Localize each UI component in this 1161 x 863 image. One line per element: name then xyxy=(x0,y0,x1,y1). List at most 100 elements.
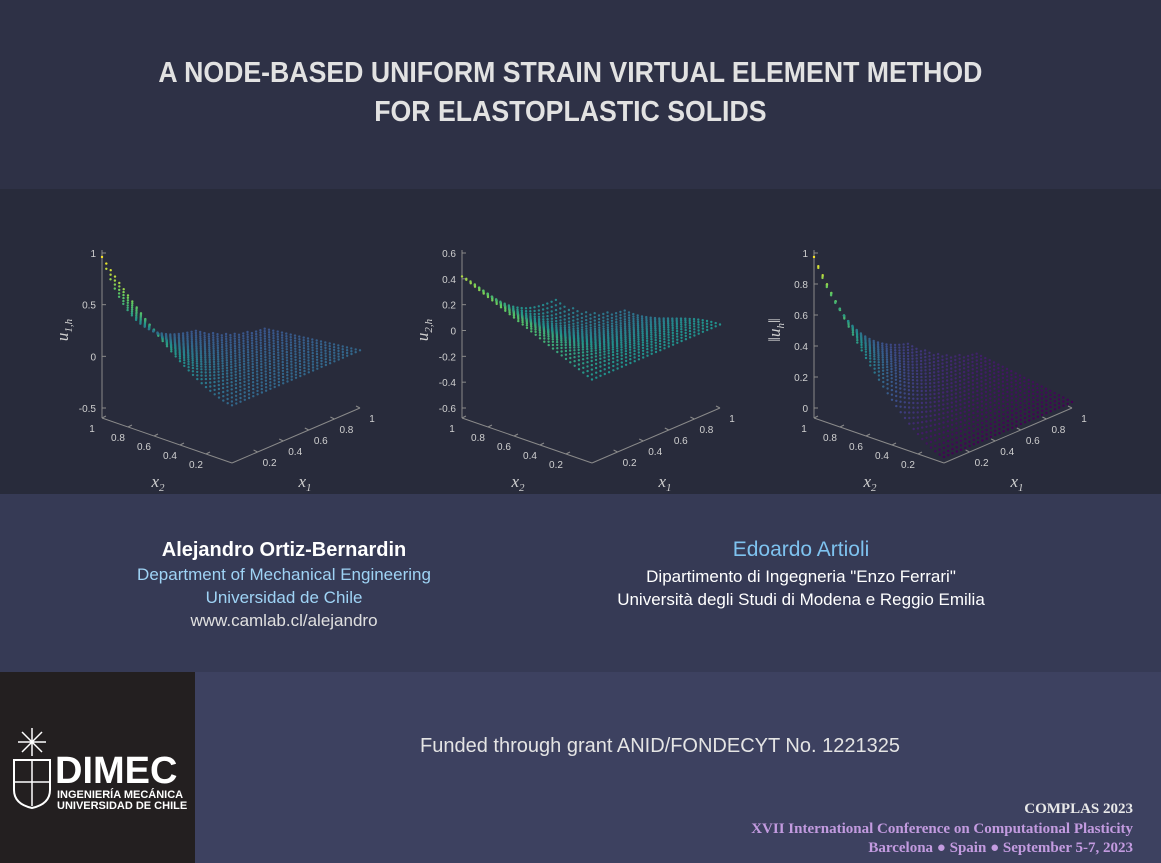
surface-point xyxy=(989,422,992,426)
surface-point xyxy=(946,415,949,418)
surface-point xyxy=(576,324,579,327)
surface-point xyxy=(286,368,289,371)
surface-point xyxy=(264,358,267,362)
tick-mark xyxy=(278,438,284,442)
surface-point xyxy=(289,343,293,347)
surface-point xyxy=(877,348,880,351)
surface-point xyxy=(276,335,279,338)
surface-point xyxy=(559,322,562,325)
plot: 10.50-0.50.20.40.60.8110.80.60.40.2u1,hx… xyxy=(53,249,375,494)
surface-point xyxy=(629,354,632,357)
surface-point xyxy=(213,371,216,374)
surface-point xyxy=(213,393,216,396)
surface-point xyxy=(298,357,302,360)
surface-point xyxy=(864,348,867,351)
surface-point xyxy=(247,372,250,376)
surface-point xyxy=(1036,403,1039,406)
surface-point xyxy=(268,351,271,355)
surface-point xyxy=(268,354,271,357)
surface-point xyxy=(676,341,679,344)
z-tick-label: 0.5 xyxy=(82,301,96,312)
surface-point xyxy=(988,369,992,373)
surface-point xyxy=(984,371,987,374)
surface-point xyxy=(951,452,954,455)
surface-point xyxy=(568,346,572,349)
surface-point xyxy=(590,347,593,350)
surface-point xyxy=(281,339,284,342)
surface-point xyxy=(319,345,323,349)
surface-point xyxy=(1002,425,1005,429)
tick-mark xyxy=(127,424,133,428)
surface-point xyxy=(242,360,246,363)
surface-point xyxy=(911,382,915,385)
surface-point xyxy=(563,326,567,329)
surface-point xyxy=(316,364,319,367)
title-line: A NODE-BASED UNIFORM STRAIN VIRTUAL ELEM… xyxy=(158,56,982,88)
surface-point xyxy=(234,383,238,386)
surface-point xyxy=(919,353,923,356)
surface-point xyxy=(315,355,319,359)
surface-point xyxy=(945,375,949,379)
surface-point xyxy=(230,381,233,384)
surface-point xyxy=(243,384,246,387)
surface-point xyxy=(889,348,893,351)
surface-point xyxy=(255,367,259,370)
surface-point xyxy=(950,414,954,417)
surface-point xyxy=(216,342,219,345)
surface-point xyxy=(929,389,932,392)
surface-point xyxy=(160,332,163,335)
surface-point xyxy=(972,434,975,437)
surface-point xyxy=(234,373,237,376)
surface-point xyxy=(916,427,920,430)
surface-point xyxy=(981,430,984,434)
surface-point xyxy=(273,382,276,385)
x1-tick-label: 1 xyxy=(1081,414,1087,425)
surface-point xyxy=(541,308,545,311)
surface-point xyxy=(324,358,327,361)
surface-point xyxy=(229,341,232,344)
surface-point xyxy=(560,343,563,347)
surface-point xyxy=(924,386,928,389)
surface-point xyxy=(199,354,203,357)
surface-point xyxy=(968,426,971,430)
surface-point xyxy=(1015,424,1018,427)
surface-point xyxy=(577,355,580,358)
surface-point xyxy=(1053,392,1056,395)
surface-point xyxy=(563,314,566,317)
surface-point xyxy=(920,386,923,389)
surface-point xyxy=(546,302,549,305)
surface-point xyxy=(585,318,588,322)
surface-point xyxy=(268,365,272,369)
surface-point xyxy=(264,353,267,356)
surface-point xyxy=(264,379,268,382)
surface-point xyxy=(658,323,661,327)
surface-point xyxy=(268,368,272,371)
surface-point xyxy=(567,320,571,323)
axis-label: x2 xyxy=(150,472,165,494)
surface-point xyxy=(586,361,589,364)
surface-point xyxy=(307,350,310,354)
surface-point xyxy=(975,355,978,359)
surface-point xyxy=(633,347,636,350)
surface-point xyxy=(572,327,575,331)
surface-point xyxy=(650,346,653,349)
surface-point xyxy=(938,443,941,446)
surface-point xyxy=(890,365,893,368)
surface-point xyxy=(658,325,661,329)
surface-point xyxy=(954,366,957,369)
surface-point xyxy=(229,348,232,351)
surface-point xyxy=(903,381,906,384)
surface-point xyxy=(881,346,884,349)
surface-point xyxy=(920,379,923,382)
surface-point xyxy=(1014,395,1018,398)
surface-point xyxy=(307,365,310,368)
surface-point xyxy=(229,333,232,337)
surface-point xyxy=(628,341,632,344)
surface xyxy=(100,255,362,407)
surface-point xyxy=(817,266,820,270)
surface-point xyxy=(281,341,284,345)
surface-point xyxy=(675,332,679,335)
surface-point xyxy=(530,325,533,328)
x2-tick-label: 1 xyxy=(449,424,455,435)
surface-point xyxy=(272,358,276,361)
